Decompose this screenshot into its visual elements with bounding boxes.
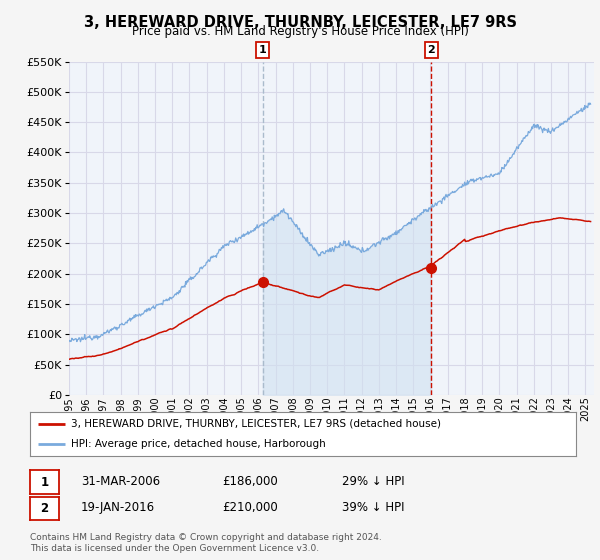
Text: HPI: Average price, detached house, Harborough: HPI: Average price, detached house, Harb… bbox=[71, 439, 326, 449]
Text: 2: 2 bbox=[40, 502, 49, 515]
Text: Contains HM Land Registry data © Crown copyright and database right 2024.
This d: Contains HM Land Registry data © Crown c… bbox=[30, 533, 382, 553]
Text: 3, HEREWARD DRIVE, THURNBY, LEICESTER, LE7 9RS (detached house): 3, HEREWARD DRIVE, THURNBY, LEICESTER, L… bbox=[71, 419, 441, 429]
Text: 19-JAN-2016: 19-JAN-2016 bbox=[81, 501, 155, 515]
Text: 39% ↓ HPI: 39% ↓ HPI bbox=[342, 501, 404, 515]
Text: 31-MAR-2006: 31-MAR-2006 bbox=[81, 475, 160, 488]
Text: 3, HEREWARD DRIVE, THURNBY, LEICESTER, LE7 9RS: 3, HEREWARD DRIVE, THURNBY, LEICESTER, L… bbox=[83, 15, 517, 30]
Text: 29% ↓ HPI: 29% ↓ HPI bbox=[342, 475, 404, 488]
Text: Price paid vs. HM Land Registry's House Price Index (HPI): Price paid vs. HM Land Registry's House … bbox=[131, 25, 469, 38]
Text: 1: 1 bbox=[40, 475, 49, 489]
Text: 2: 2 bbox=[427, 45, 435, 55]
Text: £186,000: £186,000 bbox=[222, 475, 278, 488]
Text: 1: 1 bbox=[259, 45, 266, 55]
Text: £210,000: £210,000 bbox=[222, 501, 278, 515]
